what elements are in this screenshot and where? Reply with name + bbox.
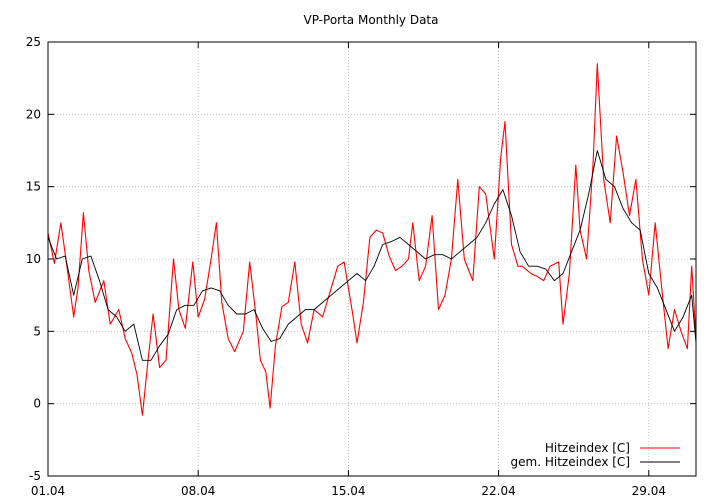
x-tick-label: 08.04 — [181, 484, 215, 498]
y-tick-label: 25 — [26, 35, 41, 49]
y-tick-label: 0 — [33, 397, 41, 411]
y-tick-label: 10 — [26, 252, 41, 266]
legend-label: Hitzeindex [C] — [545, 441, 630, 455]
x-tick-label: 22.04 — [481, 484, 515, 498]
chart-title: VP-Porta Monthly Data — [304, 13, 439, 27]
grid-layer — [48, 42, 696, 476]
x-tick-label: 29.04 — [632, 484, 666, 498]
y-tick-label: 5 — [33, 324, 41, 338]
y-tick-label: 15 — [26, 180, 41, 194]
x-tick-label: 01.04 — [31, 484, 65, 498]
axis-layer: -5 0 5 10 15 20 25 01.04 08.04 15.04 22.04 29.04 — [26, 35, 696, 498]
series-line-gem-hitzeindex — [47, 150, 697, 361]
plot-frame — [47, 41, 697, 477]
series-line-hitzeindex — [47, 63, 697, 416]
y-tick-label: 20 — [26, 107, 41, 121]
series-layer — [47, 63, 697, 416]
y-tick-label: -5 — [29, 469, 41, 483]
x-tick-label: 15.04 — [331, 484, 365, 498]
legend-label: gem. Hitzeindex [C] — [511, 455, 630, 469]
legend: Hitzeindex [C]gem. Hitzeindex [C] — [511, 441, 680, 469]
